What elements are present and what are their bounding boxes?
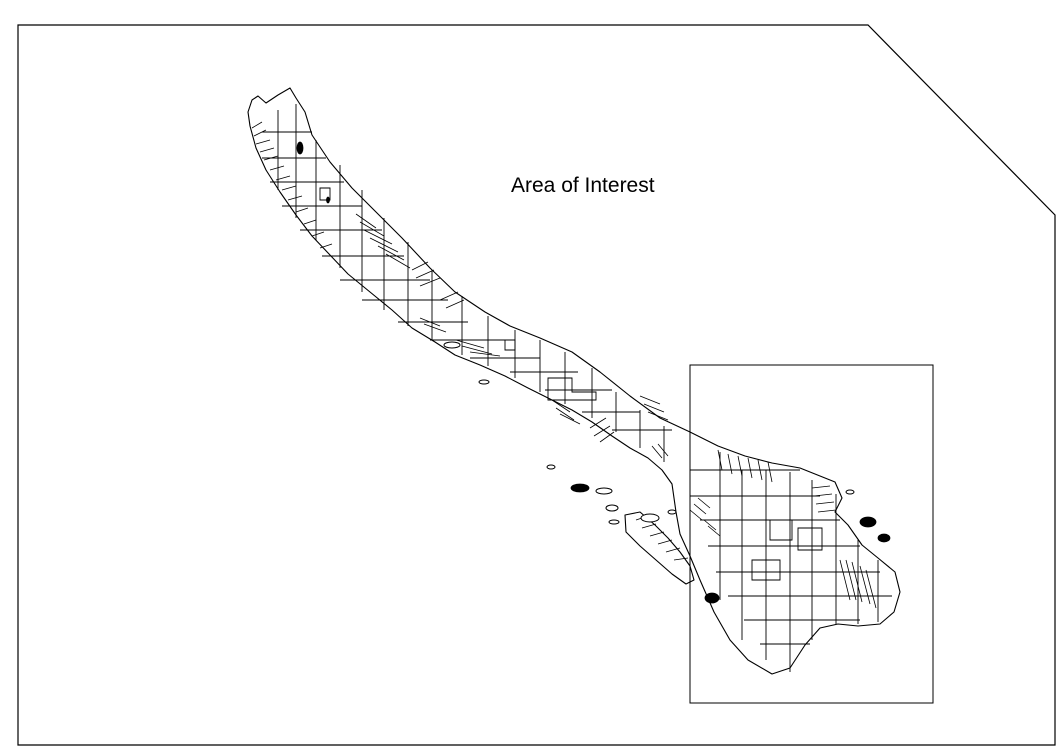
peninsula-landmass: [247, 87, 901, 675]
islands: [296, 141, 891, 604]
southwest-strip: [624, 511, 695, 585]
area-of-interest-label: Area of Interest: [511, 174, 655, 197]
parcel-lines: [262, 104, 672, 462]
aoi-parcels: [689, 452, 892, 672]
coastal-hatching: [251, 121, 773, 483]
area-of-interest-box: [689, 364, 934, 704]
